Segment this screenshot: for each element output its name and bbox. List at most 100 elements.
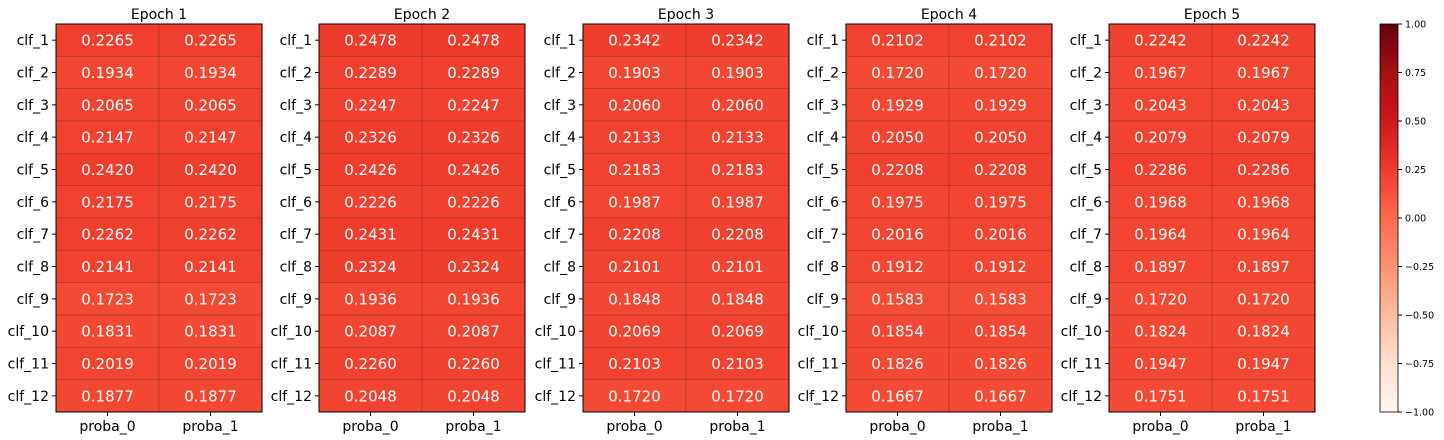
heatmap-cell <box>421 347 526 380</box>
cell-value-label: 0.2016 <box>974 226 1027 244</box>
heatmap-cell <box>55 23 160 57</box>
heatmap-cell <box>948 282 1053 316</box>
cell-value-label: 0.1583 <box>974 290 1027 308</box>
cell-value-label: 0.2019 <box>184 355 237 373</box>
cell-value-label: 0.2019 <box>81 355 134 373</box>
cell-value-label: 0.1720 <box>974 64 1027 82</box>
y-tick-label: clf_5 <box>807 163 839 179</box>
panel-title: Epoch 5 <box>1184 7 1240 23</box>
heatmap-cell <box>1211 314 1316 348</box>
y-tick-label: clf_2 <box>17 66 49 82</box>
heatmap-cell <box>1108 23 1213 57</box>
heatmap-cell <box>685 88 790 122</box>
y-tick-label: clf_12 <box>271 389 312 405</box>
y-tick-label: clf_7 <box>280 227 312 243</box>
cell-value-label: 0.1903 <box>711 64 764 82</box>
heatmap-cell <box>421 56 526 89</box>
y-tick-label: clf_2 <box>544 66 576 82</box>
y-tick-label: clf_12 <box>8 389 49 405</box>
heatmap-cell <box>1108 153 1213 186</box>
heatmap-cell <box>845 347 950 380</box>
cell-value-label: 0.1968 <box>1237 193 1290 211</box>
cell-value-label: 0.1987 <box>608 193 661 211</box>
cell-value-label: 0.1897 <box>1237 258 1290 276</box>
cell-value-label: 0.1964 <box>1134 226 1187 244</box>
y-tick-label: clf_2 <box>280 66 312 82</box>
cell-value-label: 0.2050 <box>871 129 924 147</box>
heatmap-cell <box>158 23 263 57</box>
cell-value-label: 0.1975 <box>871 193 924 211</box>
cell-value-label: 0.1720 <box>711 387 764 405</box>
y-tick-label: clf_7 <box>1070 227 1102 243</box>
cell-value-label: 0.1987 <box>711 193 764 211</box>
heatmap-cell <box>685 153 790 186</box>
y-tick-label: clf_1 <box>280 33 312 49</box>
heatmap-cell <box>845 250 950 283</box>
y-tick-label: clf_9 <box>544 292 576 308</box>
cell-value-label: 0.1824 <box>1237 323 1290 341</box>
heatmap-cell <box>55 379 160 413</box>
panel-title: Epoch 1 <box>131 7 187 23</box>
cell-value-label: 0.2065 <box>184 96 237 114</box>
y-tick-label: clf_1 <box>17 33 49 49</box>
y-tick-label: clf_4 <box>544 130 577 146</box>
cell-value-label: 0.2260 <box>344 355 397 373</box>
cell-value-label: 0.2431 <box>447 226 500 244</box>
cell-value-label: 0.1967 <box>1134 64 1187 82</box>
cell-value-label: 0.2050 <box>974 129 1027 147</box>
cell-value-label: 0.1877 <box>81 387 134 405</box>
heatmap-cell <box>421 153 526 186</box>
heatmap-cell <box>421 282 526 316</box>
cell-value-label: 0.2101 <box>608 258 661 276</box>
x-tick-label: proba_0 <box>869 419 925 435</box>
y-tick-label: clf_5 <box>544 163 576 179</box>
cell-value-label: 0.1848 <box>608 290 661 308</box>
cell-value-label: 0.2208 <box>608 226 661 244</box>
heatmap-cell <box>1108 88 1213 122</box>
cell-value-label: 0.1975 <box>974 193 1027 211</box>
panel-frame <box>1108 23 1316 413</box>
heatmap-cell <box>55 217 160 251</box>
cell-value-label: 0.2175 <box>81 193 134 211</box>
colorbar-tick-label: 0.50 <box>1405 117 1426 128</box>
heatmap-cell <box>158 88 263 122</box>
cell-value-label: 0.2208 <box>871 161 924 179</box>
y-tick-label: clf_4 <box>280 130 313 146</box>
cell-value-label: 0.1929 <box>974 96 1027 114</box>
heatmap-cell <box>948 217 1053 251</box>
colorbar-tick-label: 0.25 <box>1405 165 1426 176</box>
heatmap-cell <box>948 250 1053 283</box>
cell-value-label: 0.2324 <box>447 258 500 276</box>
cell-value-label: 0.2208 <box>711 226 764 244</box>
heatmap-cell <box>421 250 526 283</box>
cell-value-label: 0.1947 <box>1134 355 1187 373</box>
y-tick-label: clf_4 <box>1070 130 1103 146</box>
cell-value-label: 0.2079 <box>1134 129 1187 147</box>
y-tick-label: clf_10 <box>798 324 839 340</box>
cell-value-label: 0.1854 <box>871 323 924 341</box>
heatmap-cell <box>1211 56 1316 89</box>
heatmap-cell <box>845 153 950 186</box>
y-tick-label: clf_2 <box>807 66 839 82</box>
cell-value-label: 0.2420 <box>184 161 237 179</box>
cell-value-label: 0.2226 <box>447 193 500 211</box>
y-tick-label: clf_11 <box>798 357 839 373</box>
cell-value-label: 0.2183 <box>711 161 764 179</box>
cell-value-label: 0.2175 <box>184 193 237 211</box>
cell-value-label: 0.1720 <box>1134 290 1187 308</box>
cell-value-label: 0.1751 <box>1134 387 1187 405</box>
y-tick-label: clf_3 <box>544 98 576 114</box>
heatmap-cell <box>582 56 687 89</box>
heatmap-cell <box>685 120 790 154</box>
cell-value-label: 0.1877 <box>184 387 237 405</box>
y-tick-label: clf_8 <box>17 260 49 276</box>
heatmap-cell <box>318 250 423 283</box>
cell-value-label: 0.1723 <box>184 290 237 308</box>
y-tick-label: clf_8 <box>807 260 839 276</box>
y-tick-label: clf_5 <box>1070 163 1102 179</box>
panel-frame <box>55 23 263 413</box>
cell-value-label: 0.1831 <box>184 323 237 341</box>
cell-value-label: 0.2478 <box>344 32 397 50</box>
cell-value-label: 0.2286 <box>1237 161 1290 179</box>
y-tick-label: clf_5 <box>280 163 312 179</box>
